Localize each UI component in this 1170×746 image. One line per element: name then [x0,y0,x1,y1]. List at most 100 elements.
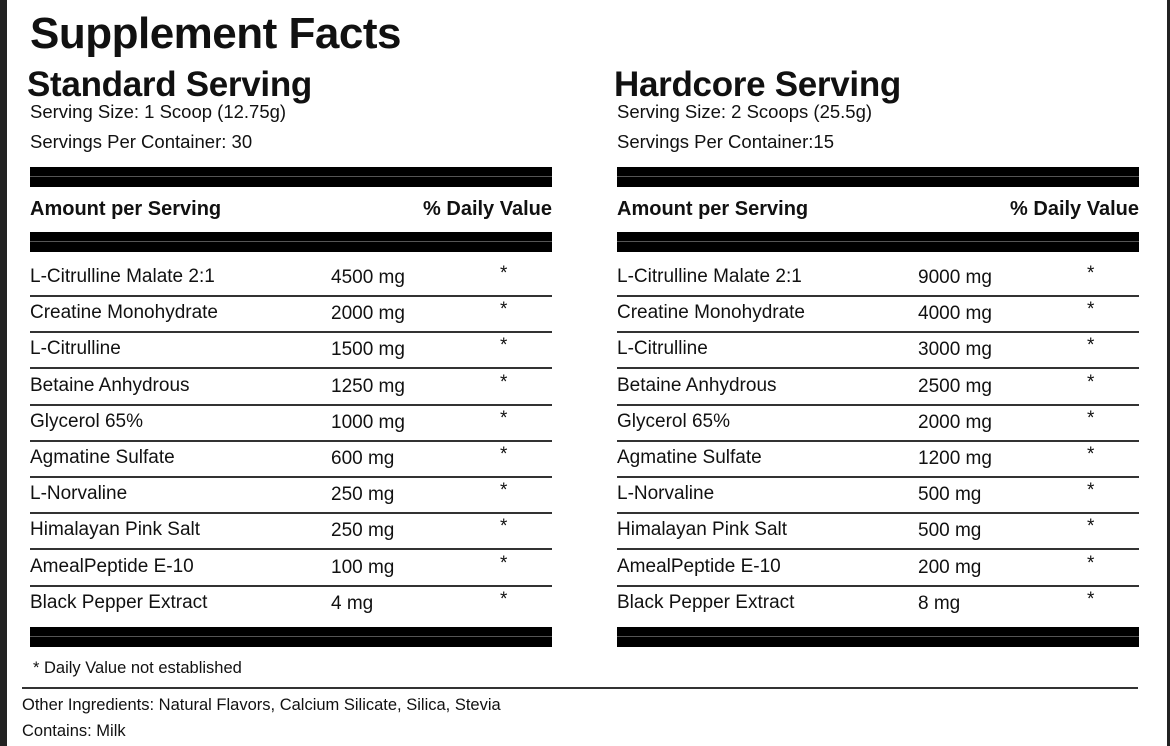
serving-size: Serving Size: 2 Scoops (25.5g) [617,101,873,122]
panel-heading: Hardcore Serving [614,65,901,104]
ingredient-amount: 500 mg [918,484,982,506]
row-divider [617,403,1139,406]
thick-bar [617,167,1139,187]
daily-value: * [1087,444,1095,465]
daily-value: * [1087,552,1095,574]
ingredient-amount: 1250 mg [331,375,405,397]
row-divider [617,584,1139,587]
daily-value: * [500,335,508,357]
daily-value: * [500,588,508,610]
ingredient-name: L-Citrulline [30,338,121,360]
ingredient-amount: 100 mg [331,556,395,578]
row-divider [30,295,552,297]
thick-bar [30,232,552,252]
row-divider [617,512,1139,515]
ingredient-name: Creatine Monohydrate [617,302,805,324]
row-divider [30,439,552,442]
daily-value: * [1087,480,1095,502]
ingredient-name: Agmatine Sulfate [30,447,175,468]
ingredient-amount: 1200 mg [918,448,992,469]
title: Supplement Facts [30,9,401,58]
ingredient-name: Himalayan Pink Salt [30,519,201,541]
ingredient-amount: 600 mg [331,448,395,469]
servings-per-container: Servings Per Container:15 [617,131,834,152]
row-divider [30,476,552,478]
row-divider [617,295,1139,297]
row-divider [617,331,1139,334]
thick-bar [617,627,1139,647]
ingredient-name: L-Norvaline [617,483,715,505]
panel-heading: Standard Serving [27,65,312,104]
row-divider [30,584,552,587]
ingredient-amount: 8 mg [918,592,961,614]
ingredient-name: AmealPeptide E-10 [617,555,781,577]
ingredient-name: Glycerol 65% [617,410,730,432]
ingredient-amount: 9000 mg [918,267,992,288]
daily-value: * [500,444,508,465]
row-divider [30,512,552,515]
ingredient-amount: 1500 mg [331,339,405,361]
ingredient-name: Himalayan Pink Salt [617,519,788,541]
ingredient-name: Black Pepper Extract [30,591,208,613]
thick-bar [30,627,552,647]
daily-value: * [500,407,508,429]
daily-value: * [500,516,508,538]
thick-bar [617,232,1139,252]
row-divider [617,548,1139,551]
servings-per-container: Servings Per Container: 30 [30,131,253,152]
daily-value: * [1087,407,1095,429]
thick-bar [30,167,552,187]
ingredient-name: L-Norvaline [30,483,128,505]
ingredient-amount: 250 mg [331,484,395,506]
daily-value-header: % Daily Value [1010,198,1139,220]
row-divider [30,403,552,406]
row-divider [30,548,552,551]
amount-header: Amount per Serving [617,198,809,220]
ingredient-name: Glycerol 65% [30,410,143,432]
contains: Contains: Milk [22,722,126,740]
ingredient-name: Agmatine Sulfate [617,447,762,468]
ingredient-amount: 2000 mg [331,303,405,325]
ingredient-amount: 2500 mg [918,375,992,397]
daily-value: * [500,263,508,284]
row-divider [30,367,552,370]
row-divider [30,331,552,334]
other-ingredients: Other Ingredients: Natural Flavors, Calc… [22,696,501,714]
ingredient-amount: 500 mg [918,520,982,542]
ingredient-name: L-Citrulline Malate 2:1 [617,266,802,287]
ingredient-amount: 3000 mg [918,339,992,361]
daily-value: * [500,480,508,502]
ingredient-name: L-Citrulline [617,338,708,360]
ingredient-name: Betaine Anhydrous [30,374,190,396]
ingredient-amount: 4000 mg [918,303,992,325]
daily-value: * [1087,335,1095,357]
daily-value: * [1087,371,1095,393]
ingredient-amount: 2000 mg [918,411,992,433]
ingredient-name: AmealPeptide E-10 [30,555,194,577]
daily-value: * [1087,516,1095,538]
ingredient-amount: 4500 mg [331,267,405,288]
daily-value-header: % Daily Value [423,198,552,220]
daily-value: * [500,371,508,393]
amount-header: Amount per Serving [30,198,222,220]
ingredient-amount: 200 mg [918,556,982,578]
daily-value: * [500,299,508,321]
row-divider [617,439,1139,442]
ingredient-amount: 4 mg [331,592,374,614]
ingredient-name: Creatine Monohydrate [30,302,218,324]
bottom-divider [22,687,1138,689]
serving-size: Serving Size: 1 Scoop (12.75g) [30,101,287,122]
ingredient-name: Black Pepper Extract [617,591,795,613]
daily-value: * [1087,588,1095,610]
row-divider [617,367,1139,370]
daily-value: * [500,552,508,574]
ingredient-name: Betaine Anhydrous [617,374,777,396]
ingredient-amount: 250 mg [331,520,395,542]
footnote: * Daily Value not established [33,659,242,677]
row-divider [617,476,1139,478]
daily-value: * [1087,299,1095,321]
ingredient-amount: 1000 mg [331,411,405,433]
daily-value: * [1087,263,1095,284]
ingredient-name: L-Citrulline Malate 2:1 [30,266,215,287]
